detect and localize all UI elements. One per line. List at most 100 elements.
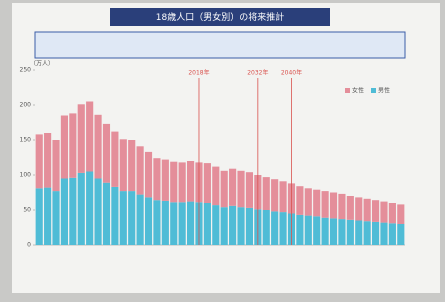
- bar-segment: [170, 162, 177, 203]
- bar-segment: [313, 190, 320, 217]
- bar-segment: [246, 208, 253, 245]
- bar-segment: [330, 193, 337, 219]
- marker-label: 2018年: [188, 69, 209, 77]
- bar-segment: [69, 178, 76, 245]
- bar-segment: [36, 134, 43, 188]
- bar-segment: [305, 216, 312, 245]
- bar-segment: [389, 203, 396, 223]
- bar-segment: [52, 140, 59, 191]
- y-tick-label: 50: [23, 207, 31, 214]
- bar-segment: [128, 191, 135, 245]
- bar-segment: [380, 223, 387, 245]
- bar-segment: [347, 220, 354, 245]
- bar-segment: [128, 140, 135, 191]
- y-tick-label: 100: [20, 172, 32, 179]
- bar-segment: [204, 163, 211, 203]
- bar-segment: [187, 161, 194, 202]
- bar-segment: [61, 116, 68, 179]
- bar-segment: [296, 186, 303, 215]
- bar-segment: [187, 202, 194, 245]
- bar-segment: [364, 221, 371, 245]
- chart: 18歳人口（男女別）の将来推計 （万人） 0 50 100 150 200 250 2018…: [0, 0, 445, 298]
- bar-segment: [137, 195, 144, 245]
- marker-label: 2040年: [281, 69, 302, 77]
- bar-segment: [246, 172, 253, 208]
- bar-segment: [338, 194, 345, 219]
- bar-segment: [44, 133, 51, 188]
- y-tick-label: 200: [20, 102, 32, 109]
- bar-segment: [279, 181, 286, 212]
- bar-segment: [103, 124, 110, 183]
- bar-segment: [145, 152, 152, 198]
- chart-title: 18歳人口（男女別）の将来推計: [156, 11, 284, 23]
- bar-segment: [271, 179, 278, 211]
- bar-segment: [162, 160, 169, 201]
- bar-segment: [69, 113, 76, 177]
- bar-segment: [212, 167, 219, 206]
- bar-segment: [229, 169, 236, 206]
- bar-segment: [212, 205, 219, 245]
- bar-segment: [271, 211, 278, 245]
- legend-label: 女性: [352, 87, 364, 95]
- bar-segment: [397, 224, 404, 245]
- legend-swatch: [345, 88, 350, 93]
- bar-segment: [61, 179, 68, 246]
- bar-segment: [153, 158, 160, 200]
- page: 18歳人口（男女別）の将来推計 （万人） 0 50 100 150 200 250 2018…: [0, 0, 445, 298]
- bar-segment: [162, 201, 169, 245]
- bar-segment: [78, 173, 85, 245]
- bar-segment: [313, 216, 320, 245]
- bar-segment: [397, 204, 404, 224]
- description-box: [35, 32, 405, 58]
- y-tick-label: 150: [20, 137, 32, 144]
- bar-segment: [372, 222, 379, 245]
- bar-segment: [36, 188, 43, 245]
- bar-segment: [170, 202, 177, 245]
- bar-segment: [221, 171, 228, 207]
- bar-segment: [179, 162, 186, 202]
- bar-segment: [111, 132, 118, 187]
- bar-segment: [372, 200, 379, 222]
- y-axis-label: （万人）: [30, 61, 54, 68]
- bar-segment: [229, 206, 236, 245]
- legend-swatch: [371, 88, 376, 93]
- y-tick-label: 0: [27, 242, 31, 249]
- bar-segment: [86, 172, 93, 246]
- bar-segment: [380, 202, 387, 223]
- bar-segment: [355, 197, 362, 220]
- bar-segment: [221, 207, 228, 245]
- bar-segment: [145, 197, 152, 245]
- bar-segment: [44, 188, 51, 245]
- bar-segment: [338, 219, 345, 245]
- bar-segment: [322, 218, 329, 245]
- bar-segment: [237, 207, 244, 245]
- bar-segment: [279, 212, 286, 245]
- bar-segment: [305, 188, 312, 215]
- bar-segment: [322, 191, 329, 218]
- bar-segment: [204, 203, 211, 245]
- bar-segment: [364, 199, 371, 221]
- marker-label: 2032年: [247, 69, 268, 77]
- bar-segment: [296, 215, 303, 245]
- bar-segment: [347, 196, 354, 220]
- bar-segment: [153, 200, 160, 245]
- bar-segment: [111, 187, 118, 245]
- bar-segment: [237, 171, 244, 207]
- bar-segment: [355, 221, 362, 246]
- bar-segment: [120, 191, 127, 245]
- bar-segment: [94, 179, 101, 246]
- bar-segment: [52, 191, 59, 245]
- bar-segment: [389, 223, 396, 245]
- bar-segment: [263, 210, 270, 245]
- y-tick-label: 250: [20, 67, 32, 74]
- bar-segment: [120, 139, 127, 191]
- bar-segment: [78, 104, 85, 173]
- bar-segment: [94, 115, 101, 179]
- bar-segment: [263, 177, 270, 210]
- bar-segment: [103, 183, 110, 245]
- bar-segment: [137, 146, 144, 194]
- legend-label: 男性: [378, 87, 390, 95]
- bar-segment: [86, 102, 93, 172]
- bar-segment: [330, 218, 337, 245]
- bar-segment: [179, 202, 186, 245]
